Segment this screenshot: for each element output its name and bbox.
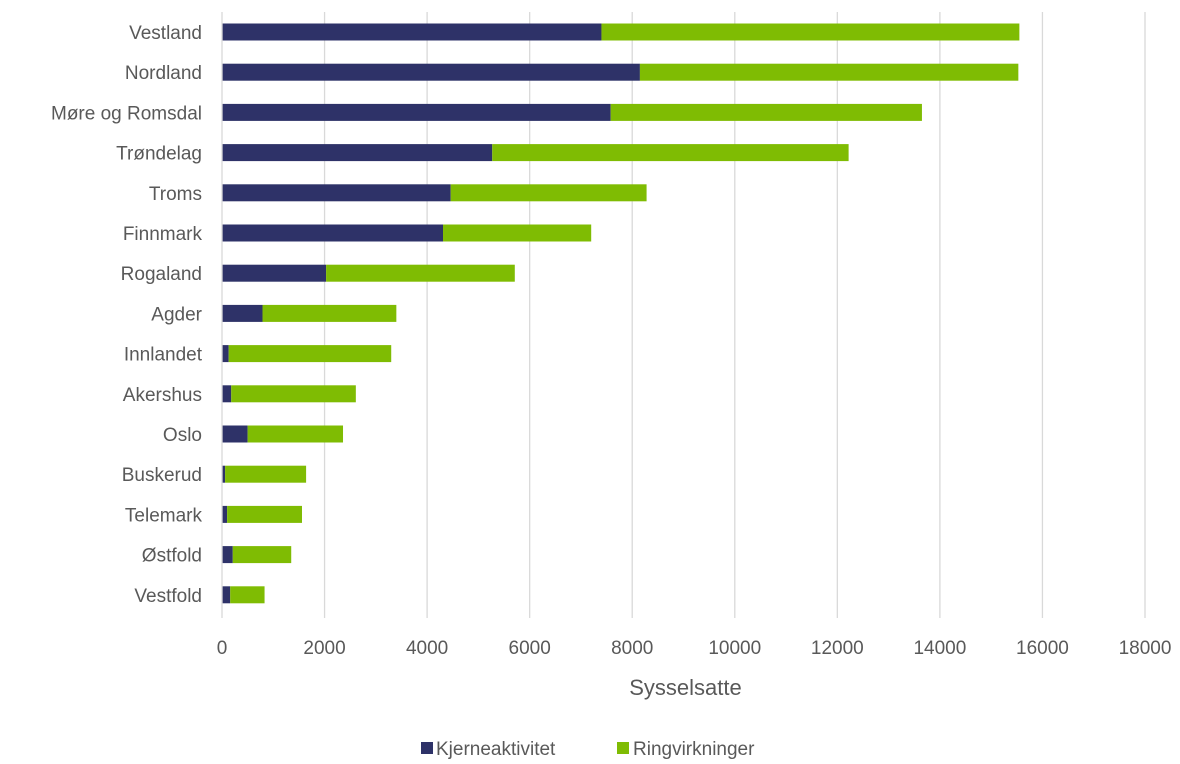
bar-segment (222, 586, 231, 604)
bar-segment (222, 425, 248, 443)
category-label: Akershus (123, 385, 202, 406)
category-label: Finnmark (123, 224, 203, 245)
bar-segment (222, 385, 232, 403)
bar-segment (227, 505, 302, 523)
x-tick-label: 16000 (1016, 638, 1069, 659)
bar-segment (232, 546, 292, 564)
bar-segment (247, 425, 344, 443)
bar-segment (443, 224, 592, 242)
bar-segment (222, 144, 493, 162)
bar-segment (222, 224, 444, 242)
category-label: Innlandet (124, 345, 203, 366)
category-label: Agder (151, 304, 202, 325)
category-label: Trøndelag (116, 144, 202, 165)
x-tick-label: 4000 (406, 638, 448, 659)
bar-segment (231, 385, 356, 403)
legend-label: Ringvirkninger (633, 739, 755, 760)
x-tick-label: 12000 (811, 638, 864, 659)
bar-segment (230, 586, 265, 604)
bar-segment (610, 103, 922, 121)
category-label: Telemark (125, 505, 203, 526)
bar-segment (222, 304, 263, 322)
bar-segment (228, 345, 392, 363)
bars (222, 23, 1020, 604)
x-axis-title: Sysselsatte (629, 675, 742, 700)
bar-segment (222, 23, 602, 41)
category-label: Nordland (125, 63, 202, 84)
bar-segment (222, 505, 228, 523)
bar-segment (450, 184, 647, 202)
category-label: Oslo (163, 425, 202, 446)
category-label: Vestland (129, 23, 202, 44)
x-tick-label: 10000 (708, 638, 761, 659)
bar-segment (262, 304, 397, 322)
bar-segment (326, 264, 515, 282)
bar-segment (222, 264, 327, 282)
category-label: Rogaland (121, 264, 202, 285)
legend-label: Kjerneaktivitet (436, 739, 556, 760)
category-labels: Vestland Nordland Møre og Romsdal Trøndelag… (51, 23, 203, 607)
bar-segment (222, 465, 226, 483)
bar-segment (601, 23, 1020, 41)
category-label: Østfold (142, 546, 202, 567)
category-label: Troms (149, 184, 202, 205)
x-tick-label: 8000 (611, 638, 653, 659)
bar-segment (222, 184, 451, 202)
bar-segment (225, 465, 307, 483)
x-tick-label: 2000 (303, 638, 345, 659)
category-label: Buskerud (122, 465, 202, 486)
bar-segment (222, 345, 229, 363)
x-tick-labels: 0 2000 4000 6000 8000 10000 12000 14000 16000 180… (217, 638, 1172, 659)
x-tick-label: 6000 (509, 638, 551, 659)
legend-swatch (617, 742, 629, 754)
bar-segment (222, 103, 611, 121)
x-tick-label: 0 (217, 638, 228, 659)
category-label: Vestfold (134, 586, 202, 607)
legend-swatch (421, 742, 433, 754)
category-label: Møre og Romsdal (51, 103, 202, 124)
bar-segment (492, 144, 849, 162)
gridlines (323, 12, 1146, 618)
bar-segment (639, 63, 1019, 81)
x-tick-label: 18000 (1119, 638, 1172, 659)
x-tick-label: 14000 (913, 638, 966, 659)
legend: Kjerneaktivitet Ringvirkninger (421, 739, 755, 760)
bar-segment (222, 546, 233, 564)
bar-segment (222, 63, 640, 81)
